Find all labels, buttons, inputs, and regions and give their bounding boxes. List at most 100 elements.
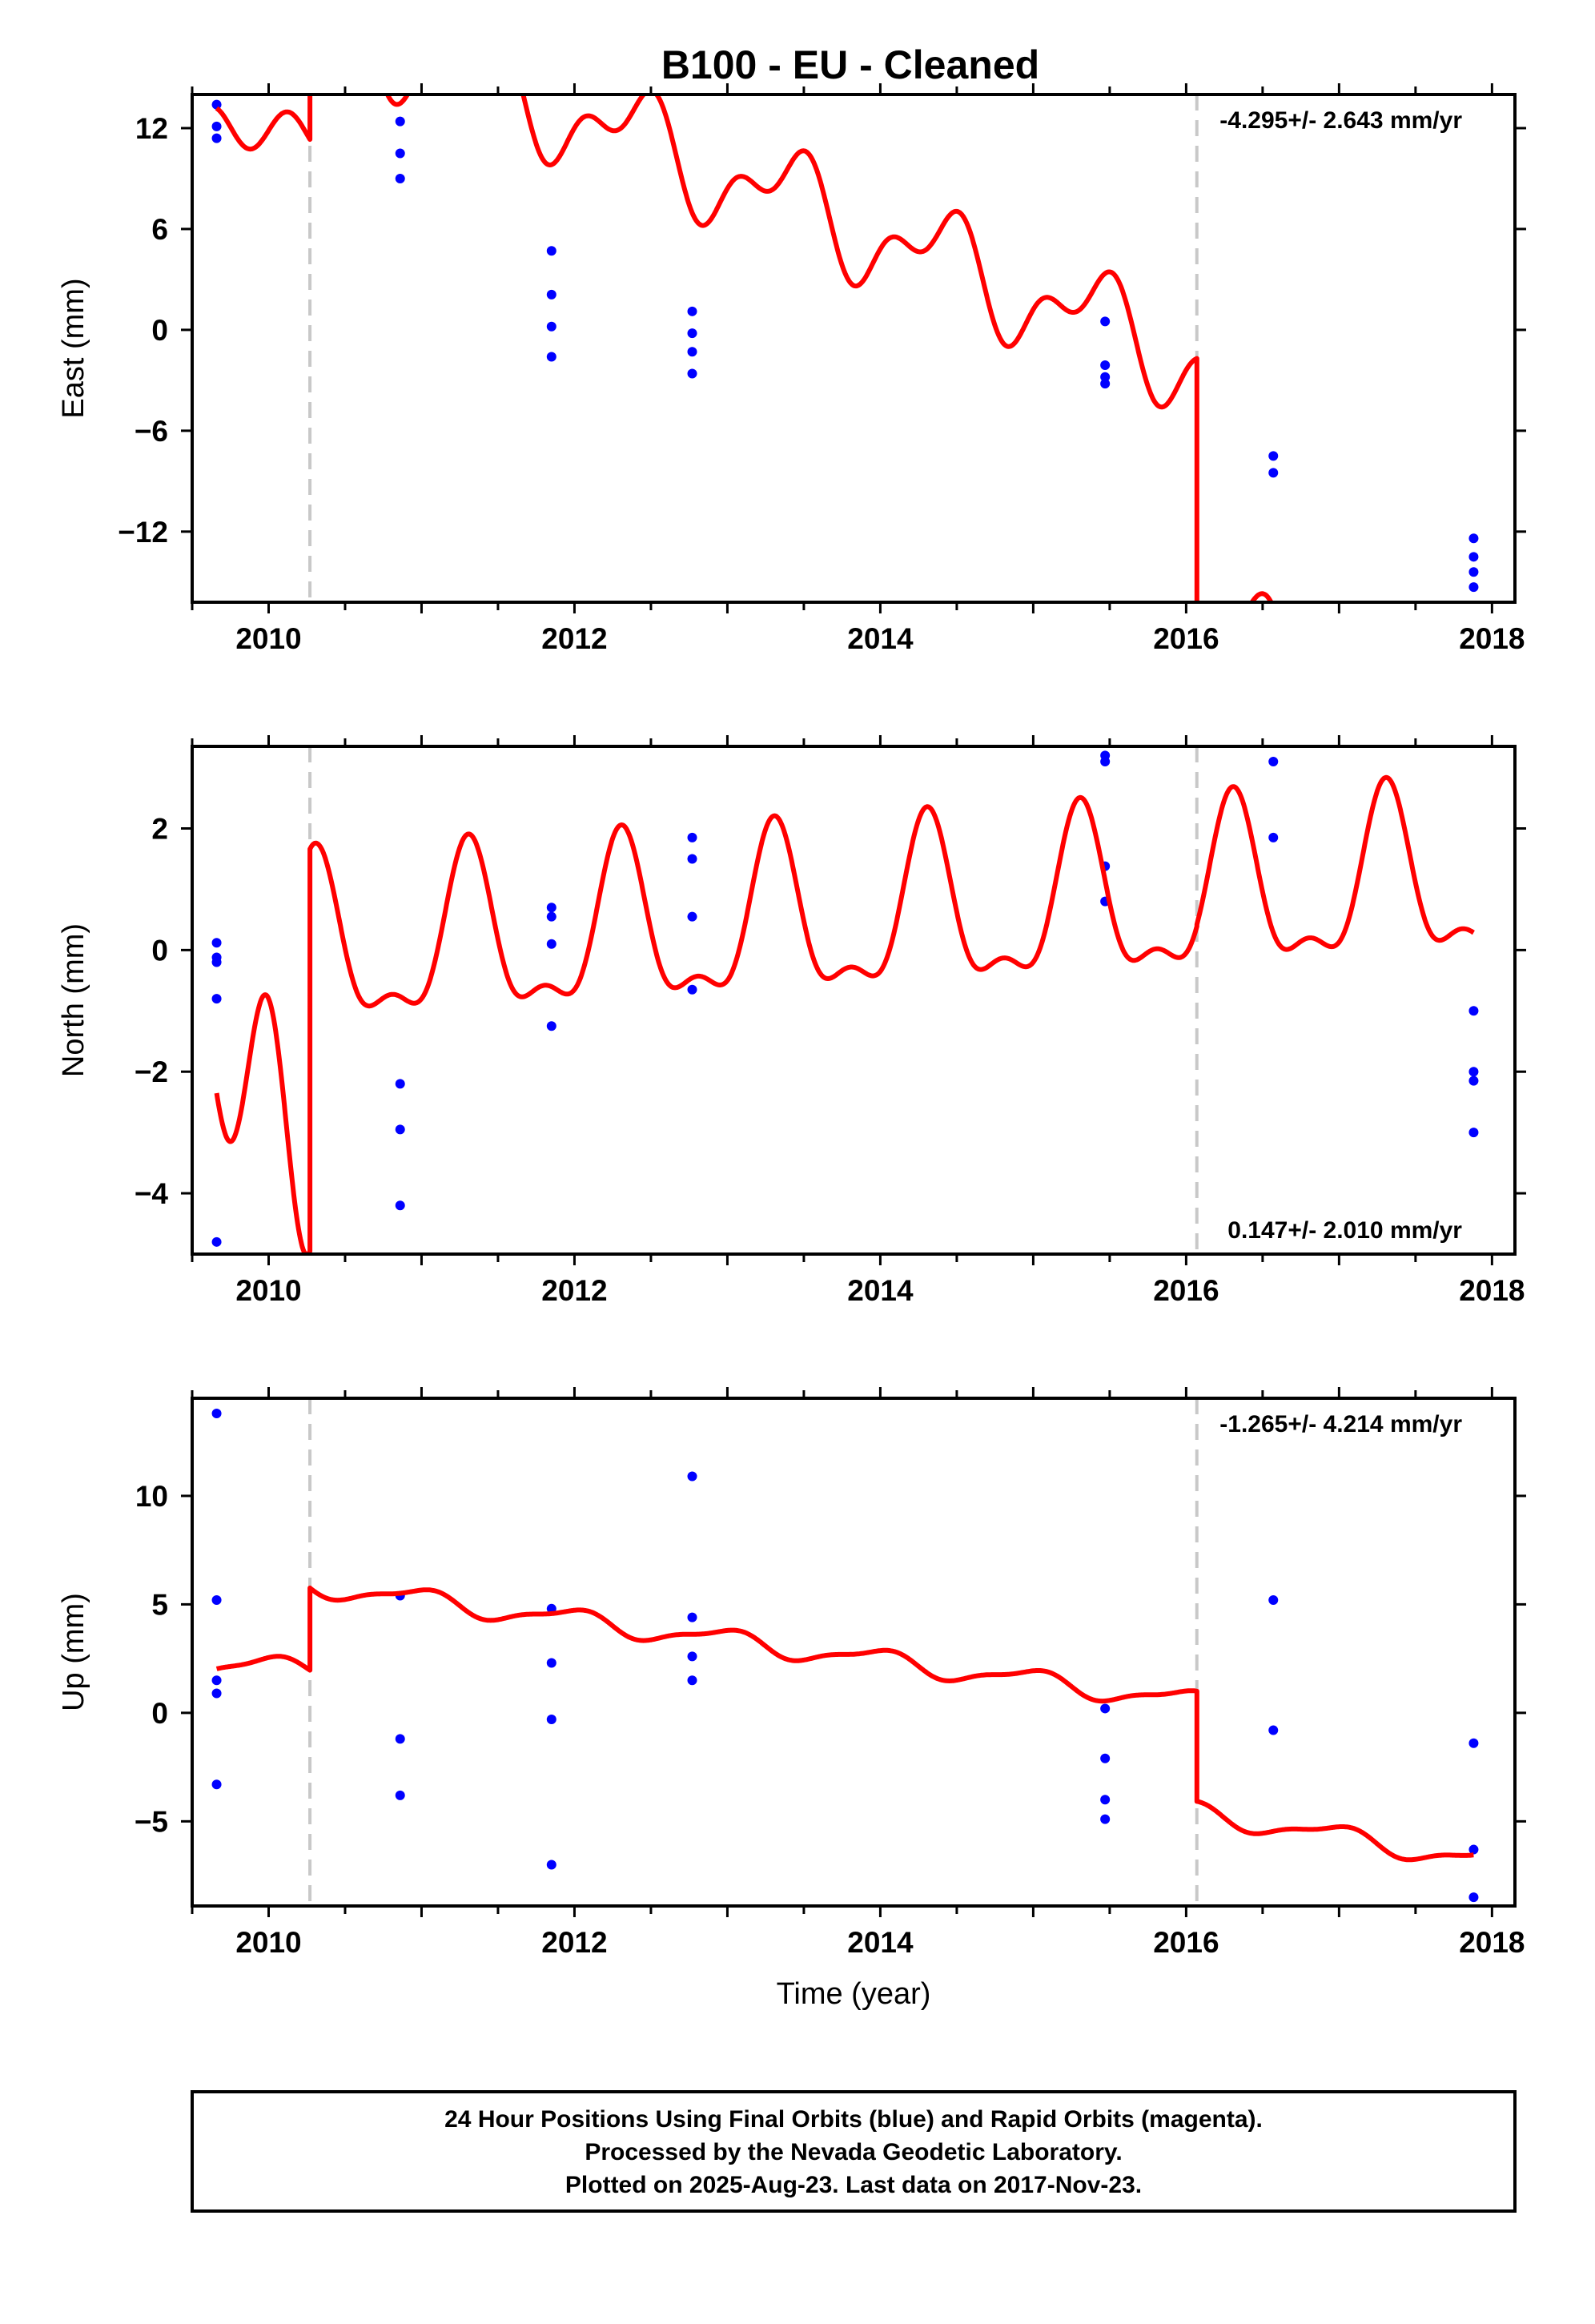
east-y-tick-label: −6	[135, 415, 168, 448]
north-y-tick-label: −4	[135, 1177, 169, 1210]
up-data-point	[546, 1714, 556, 1724]
up-rate-label: -1.265+/- 4.214 mm/yr	[1219, 1411, 1462, 1437]
east-data-point	[1100, 372, 1111, 382]
up-data-point	[687, 1651, 697, 1662]
north-data-point	[395, 1200, 405, 1211]
caption-line-2: Processed by the Nevada Geodetic Laborat…	[585, 2139, 1122, 2165]
up-x-axis-label: Time (year)	[777, 1977, 931, 2011]
up-x-tick-label: 2016	[1153, 1926, 1219, 1959]
north-y-tick-label: 2	[151, 813, 168, 846]
up-data-point	[1100, 1753, 1111, 1763]
east-data-point	[1268, 468, 1279, 478]
up-data-point	[211, 1779, 222, 1790]
north-data-point	[687, 911, 697, 922]
north-data-point	[546, 911, 556, 922]
up-frame	[191, 1397, 1517, 1908]
figure-title: B100 - EU - Cleaned	[661, 42, 1039, 87]
east-x-tick-label: 2018	[1459, 622, 1525, 655]
up-data-point	[687, 1471, 697, 1482]
east-x-tick-label: 2012	[541, 622, 607, 655]
north-data-point	[687, 832, 697, 842]
east-data-point	[687, 328, 697, 339]
up-y-tick-label: 5	[151, 1588, 168, 1621]
north-x-tick-label: 2014	[847, 1274, 914, 1307]
north-data-point	[1468, 1006, 1479, 1016]
north-data-point	[211, 938, 222, 948]
east-rate-label: -4.295+/- 2.643 mm/yr	[1219, 107, 1462, 134]
east-data-point	[1268, 451, 1279, 461]
north-data-point	[395, 1124, 405, 1135]
up-data-point	[395, 1790, 405, 1800]
east-panel: 2010 2012 2014 2016 2018 12 6 0 −6 −12 East (mm) -4…	[57, 83, 1526, 655]
up-y-tick-label: 10	[135, 1480, 168, 1513]
up-y-axis-label: Up (mm)	[57, 1593, 90, 1711]
north-data-point	[211, 1236, 222, 1247]
up-data-point	[546, 1658, 556, 1668]
up-data-point	[1468, 1738, 1479, 1748]
up-data-point	[687, 1612, 697, 1622]
up-data-point	[211, 1675, 222, 1686]
east-y-tick-label: −12	[118, 516, 168, 549]
east-data-point	[211, 133, 222, 143]
east-data-point	[1468, 533, 1479, 544]
east-data-point	[1100, 316, 1111, 327]
up-data-point	[1100, 1814, 1111, 1824]
east-data-point	[546, 289, 556, 300]
up-data-point	[1468, 1844, 1479, 1855]
north-data-point	[687, 984, 697, 995]
up-x-tick-label: 2010	[235, 1926, 301, 1959]
east-x-tick-label: 2010	[235, 622, 301, 655]
up-y-tick-label: −5	[135, 1805, 168, 1838]
caption-line-1: 24 Hour Positions Using Final Orbits (bl…	[444, 2106, 1263, 2133]
north-x-tick-label: 2016	[1153, 1274, 1219, 1307]
up-x-tick-label: 2014	[847, 1926, 914, 1959]
up-x-tick-label: 2018	[1459, 1926, 1525, 1959]
east-data-point	[546, 246, 556, 256]
east-data-point	[546, 352, 556, 362]
north-y-tick-label: 0	[151, 934, 168, 967]
east-x-tick-label: 2014	[847, 622, 914, 655]
east-y-axis-label: East (mm)	[57, 278, 90, 418]
east-data-point	[211, 99, 222, 110]
east-data-point	[687, 306, 697, 316]
north-data-point	[1468, 1076, 1479, 1086]
up-plot-area	[211, 1398, 1479, 1906]
east-plot-area	[211, 94, 1479, 602]
north-panel: 2010 2012 2014 2016 2018 2 0 −2 −4 North (mm) 0.14…	[57, 735, 1526, 1307]
north-data-point	[211, 994, 222, 1004]
up-data-point	[1268, 1725, 1279, 1735]
north-x-tick-label: 2012	[541, 1274, 607, 1307]
north-x-tick-label: 2010	[235, 1274, 301, 1307]
up-data-point	[211, 1408, 222, 1418]
north-frame	[191, 745, 1517, 1256]
east-data-point	[1468, 582, 1479, 593]
north-y-axis-label: North (mm)	[57, 923, 90, 1077]
east-y-tick-label: 0	[151, 314, 168, 347]
north-data-point	[1468, 1067, 1479, 1077]
east-model-line	[215, 94, 1274, 602]
north-data-point	[1268, 832, 1279, 842]
east-data-point	[211, 121, 222, 131]
east-frame	[191, 93, 1517, 604]
up-data-point	[211, 1688, 222, 1699]
north-rate-label: 0.147+/- 2.010 mm/yr	[1227, 1217, 1462, 1244]
up-x-tick-label: 2012	[541, 1926, 607, 1959]
east-data-point	[1100, 360, 1111, 370]
north-x-tick-label: 2018	[1459, 1274, 1525, 1307]
north-data-point	[1268, 756, 1279, 766]
caption-line-3: Plotted on 2025-Aug-23. Last data on 201…	[565, 2172, 1142, 2198]
north-data-point	[395, 1079, 405, 1089]
up-panel: 2010 2012 2014 2016 2018 10 5 0 −5 Up (mm) Time (y…	[57, 1387, 1526, 2011]
north-data-point	[1468, 1128, 1479, 1138]
east-y-tick-label: 6	[151, 213, 168, 246]
caption-box: 24 Hour Positions Using Final Orbits (bl…	[191, 2090, 1517, 2213]
east-x-tick-label: 2016	[1153, 622, 1219, 655]
east-data-point	[1468, 552, 1479, 562]
north-data-point	[211, 957, 222, 967]
up-y-tick-label: 0	[151, 1697, 168, 1730]
north-data-point	[1100, 756, 1111, 766]
east-data-point	[1468, 567, 1479, 577]
up-data-point	[1268, 1594, 1279, 1605]
up-data-point	[211, 1594, 222, 1605]
